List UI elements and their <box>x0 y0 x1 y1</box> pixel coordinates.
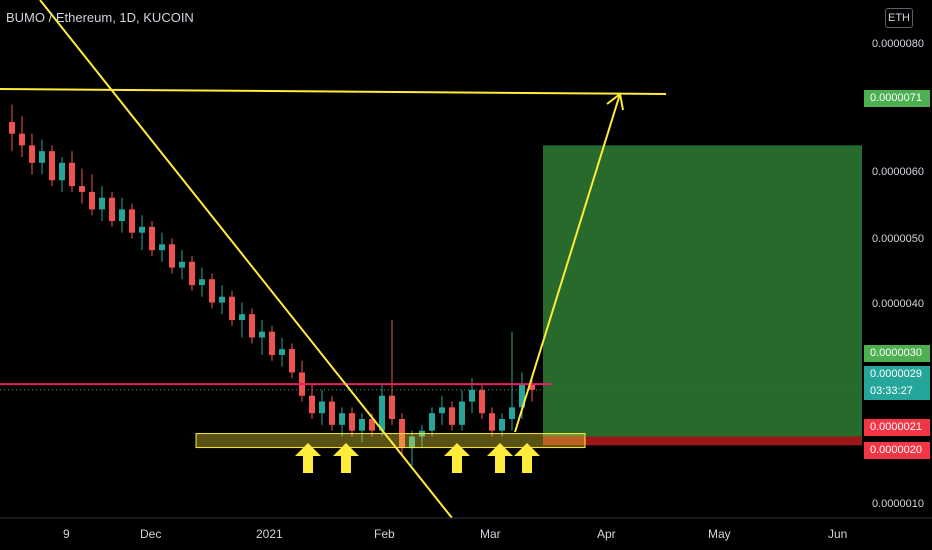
candle-body <box>379 395 385 431</box>
candle-body <box>59 162 65 181</box>
candle-body <box>9 122 15 134</box>
candle-body <box>219 296 225 303</box>
candle-body <box>369 419 375 431</box>
candle-body <box>519 384 525 408</box>
candle-body <box>289 349 295 373</box>
projection-arrow-line <box>514 93 621 433</box>
bounce-arrow-icon <box>444 443 470 473</box>
candle-body <box>109 197 115 222</box>
candle-body <box>509 407 515 420</box>
stop-zone <box>543 436 862 446</box>
candle-body <box>499 419 505 431</box>
target-price-text: 0.0000071 <box>870 92 922 104</box>
candle-body <box>279 349 285 355</box>
candle-body <box>49 151 55 181</box>
current-price-text: 0.0000029 <box>870 368 922 380</box>
candle-body <box>449 407 455 425</box>
price-tick: 0.0000040 <box>872 298 924 310</box>
candle-body <box>239 314 245 321</box>
candle-body <box>489 413 495 431</box>
countdown-text: 03:33:27 <box>870 385 913 397</box>
candle-body <box>429 413 435 431</box>
candle-body <box>409 436 415 449</box>
time-axis-label: Apr <box>597 527 616 541</box>
candle-body <box>319 401 325 414</box>
candle-body <box>149 226 155 251</box>
symbol-title[interactable]: BUMO / Ethereum, 1D, KUCOIN <box>6 10 194 25</box>
candle-body <box>99 197 105 210</box>
candle-body <box>159 244 165 251</box>
time-axis-label: Mar <box>480 527 501 541</box>
entry-price-tag: 0.0000021 <box>864 419 930 436</box>
candle-body <box>249 314 255 338</box>
current-price-tag: 0.0000029 <box>864 366 930 383</box>
time-axis-label: May <box>708 527 731 541</box>
candle-body <box>529 384 535 390</box>
candle-body <box>339 413 345 425</box>
candle-body <box>79 186 85 192</box>
target-line <box>0 88 667 95</box>
candle-body <box>69 162 75 187</box>
time-axis-label: Jun <box>828 527 848 541</box>
candle-body <box>439 407 445 414</box>
candle-body <box>169 244 175 268</box>
price-tick: 0.0000080 <box>872 38 924 50</box>
candle-body <box>349 413 355 431</box>
bounce-arrow-icon <box>514 443 540 473</box>
time-axis-label: 2021 <box>256 527 283 541</box>
target-zone <box>543 145 862 437</box>
currency-badge[interactable]: ETH <box>885 8 913 28</box>
candle-body <box>259 331 265 338</box>
candle-body <box>29 145 35 163</box>
bounce-arrow-icon <box>487 443 513 473</box>
time-axis-label: Feb <box>374 527 395 541</box>
candle-body <box>389 395 395 420</box>
projection-arrowhead <box>606 92 624 111</box>
resistance-price-tag: 0.0000030 <box>864 345 930 362</box>
countdown-tag: 03:33:27 <box>864 383 930 400</box>
candle-body <box>329 401 335 425</box>
candle-body <box>199 279 205 286</box>
candle-body <box>89 191 95 210</box>
candle-body <box>19 133 25 146</box>
candle-body <box>179 261 185 268</box>
candle-body <box>209 279 215 303</box>
candle-body <box>359 419 365 431</box>
candle-body <box>269 331 275 355</box>
candle-body <box>139 226 145 233</box>
candle-body <box>129 209 135 233</box>
stop-price-tag: 0.0000020 <box>864 442 930 459</box>
price-tick: 0.0000010 <box>872 498 924 510</box>
candle-body <box>459 401 465 425</box>
candle-body <box>229 296 235 321</box>
candle-body <box>469 389 475 402</box>
stop-price-text: 0.0000020 <box>870 444 922 456</box>
candle-body <box>479 389 485 414</box>
downtrend-line <box>39 0 453 519</box>
candle-body <box>309 395 315 414</box>
candle-body <box>39 151 45 163</box>
candle-body <box>119 209 125 222</box>
time-axis-label: Dec <box>140 527 162 541</box>
resistance-price-text: 0.0000030 <box>870 347 922 359</box>
target-price-tag: 0.0000071 <box>864 90 930 107</box>
entry-price-text: 0.0000021 <box>870 421 922 433</box>
bounce-arrow-icon <box>333 443 359 473</box>
bounce-arrow-icon <box>295 443 321 473</box>
price-tick: 0.0000060 <box>872 166 924 178</box>
candle-body <box>189 261 195 286</box>
price-axis[interactable] <box>862 0 932 518</box>
price-tick: 0.0000050 <box>872 233 924 245</box>
time-axis-label: 9 <box>63 527 70 541</box>
